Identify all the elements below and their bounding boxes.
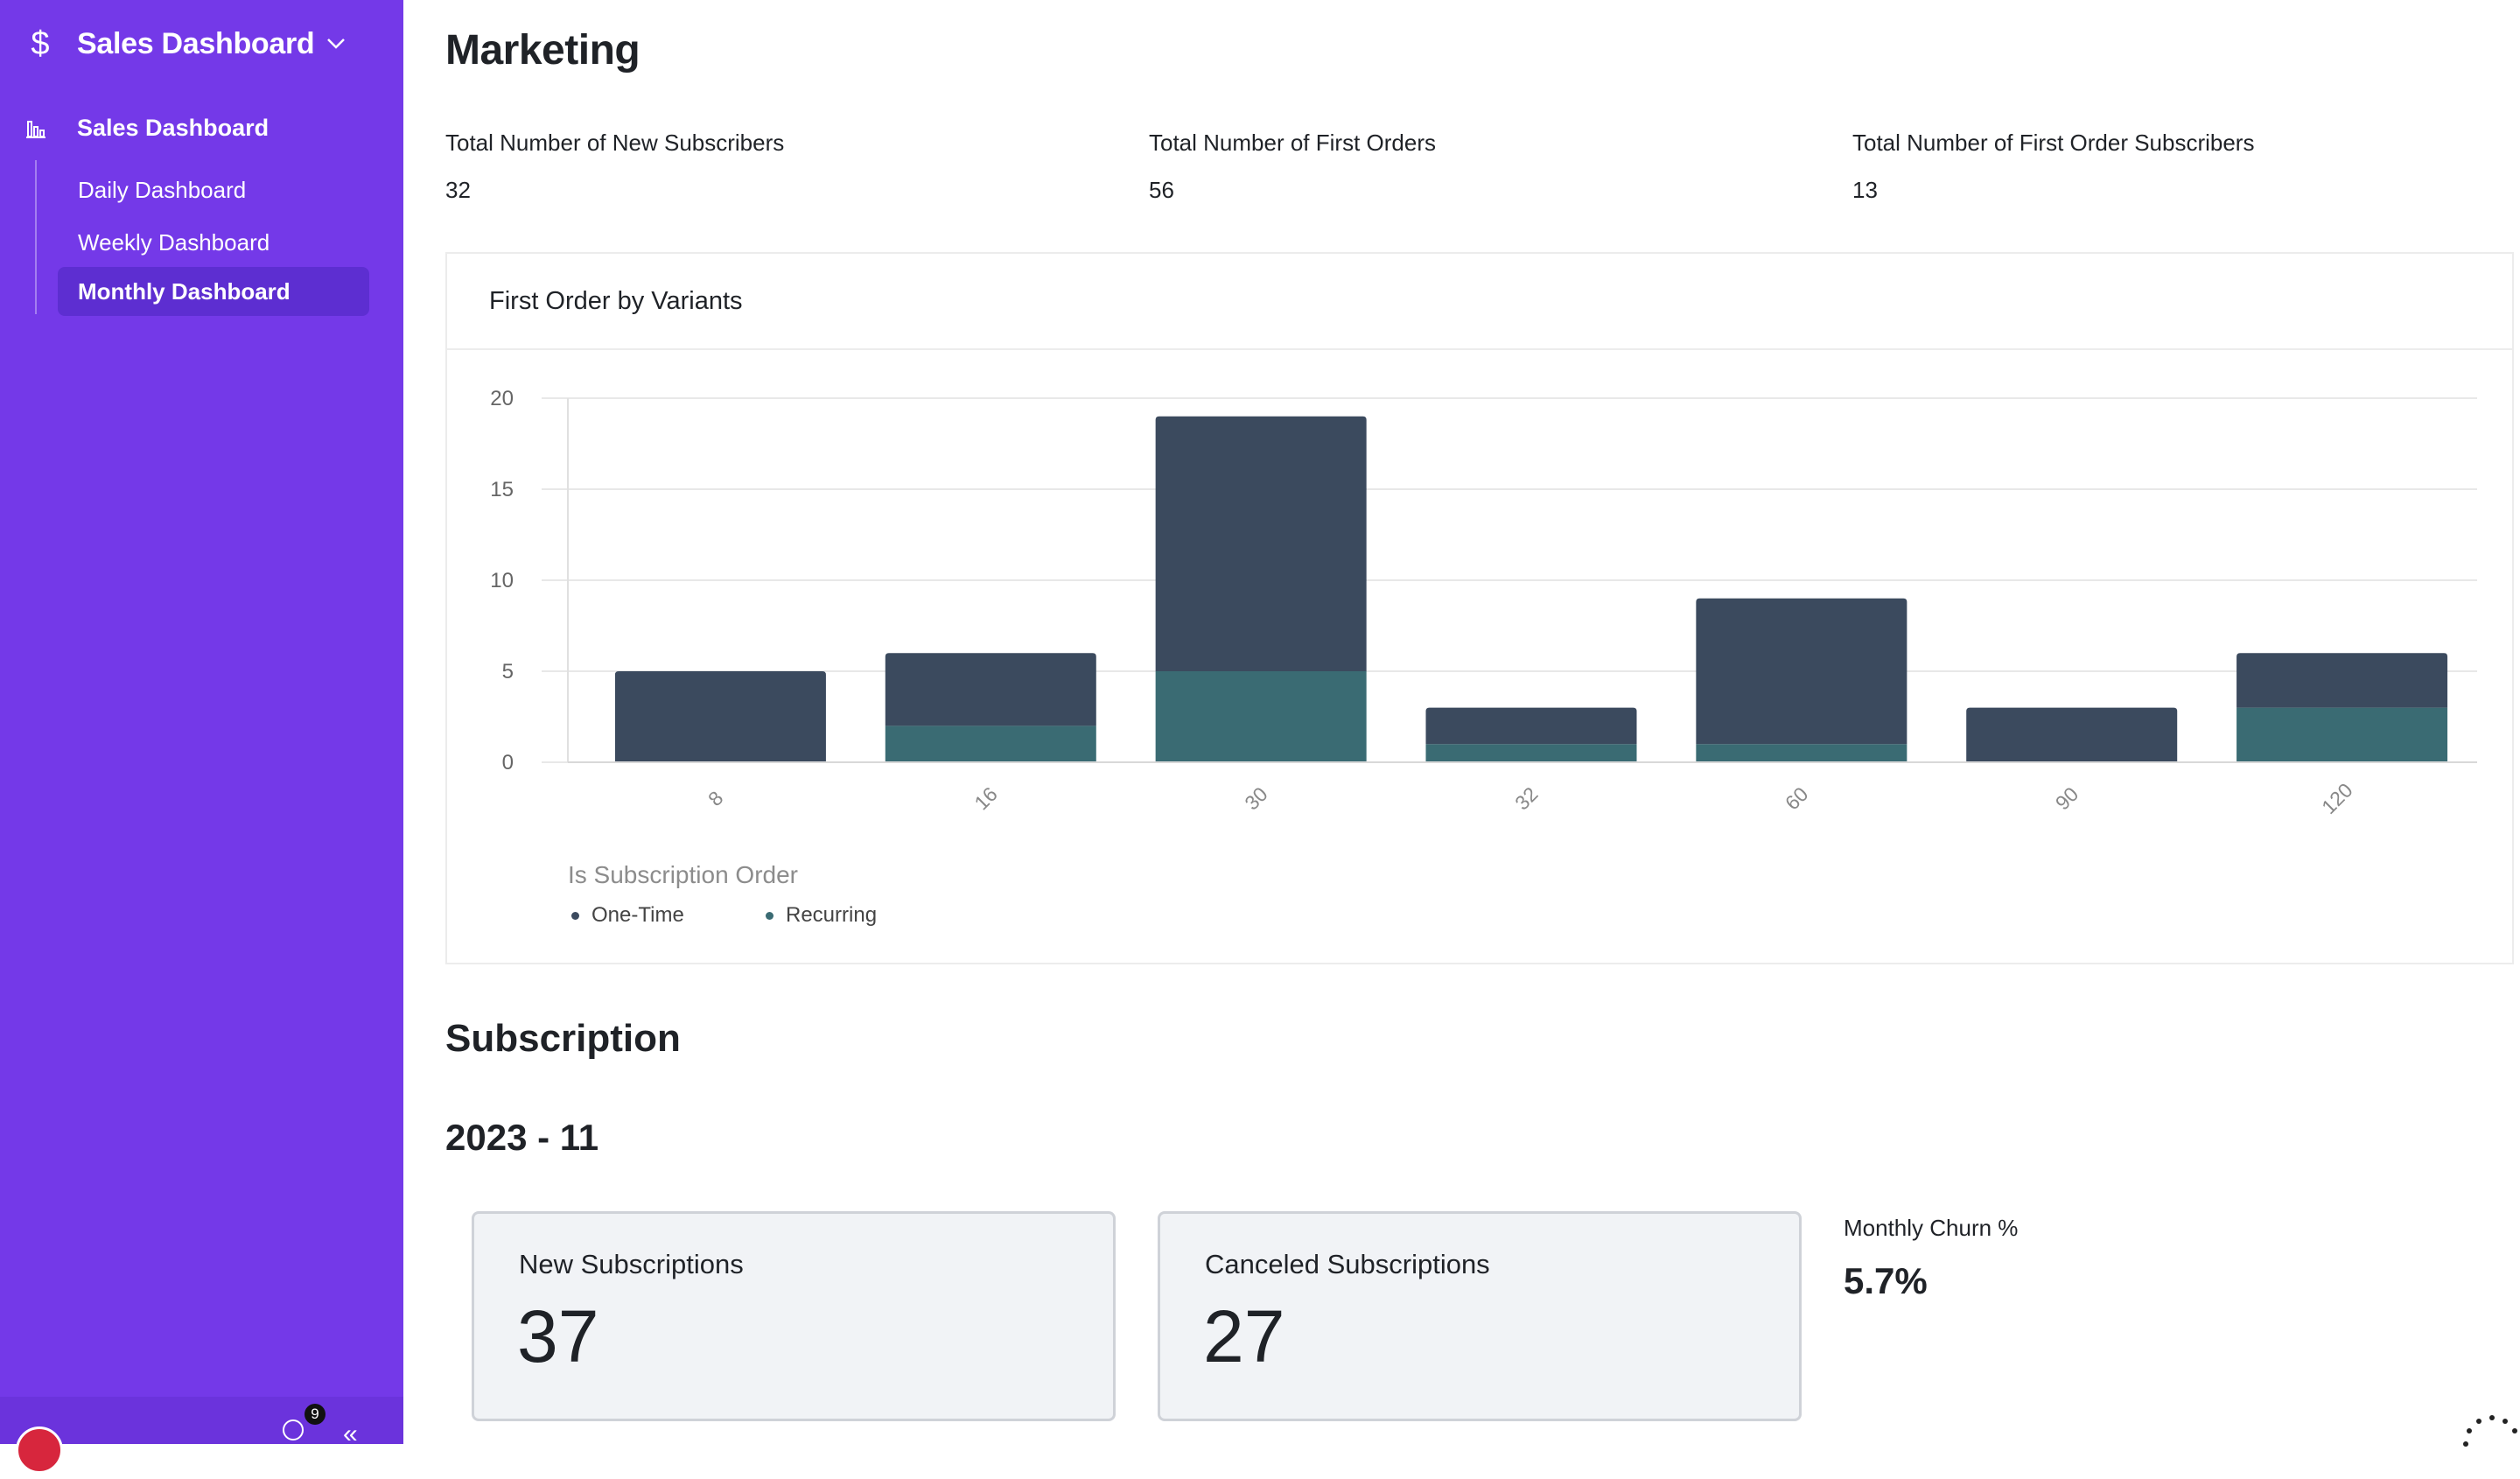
collapse-sidebar-icon[interactable]: « [343,1419,358,1448]
sidebar-item-label: Weekly Dashboard [78,228,270,256]
bar-recurring-120 [2236,707,2448,762]
legend-item-one-time[interactable]: One-Time [571,903,684,928]
kpi-first-order-subscribers-value: 13 [1852,177,1878,203]
workspace-title: Sales Dashboard [77,26,315,60]
x-tick-label: 16 [970,782,1001,814]
sidebar-item-monthly-dashboard[interactable]: Monthly Dashboard [58,267,369,316]
y-tick-label: 5 [502,660,514,683]
x-tick-label: 90 [2051,782,2082,814]
y-tick-label: 15 [490,478,514,501]
loading-spinner-icon [2463,1415,2517,1447]
monthly-churn-value: 5.7% [1844,1260,1928,1301]
bell-icon[interactable] [280,1416,306,1447]
bar-one-time-30 [1155,416,1367,671]
bar-one-time-32 [1425,707,1637,745]
bar-recurring-16 [885,725,1096,762]
first-order-bar-chart: 0 5 10 15 20 8 16 30 32 60 90 120 [490,387,2477,819]
new-subscriptions-card: New Subscriptions 37 [472,1211,1116,1421]
new-subscriptions-label: New Subscriptions [519,1249,744,1279]
notification-badge: 9 [304,1404,326,1425]
kpi-first-orders-value: 56 [1149,177,1174,203]
subnav-rail [35,160,37,314]
sidebar-item-daily-dashboard[interactable]: Daily Dashboard [58,165,369,214]
bar-recurring-60 [1696,744,1908,762]
sidebar-item-weekly-dashboard[interactable]: Weekly Dashboard [58,218,369,267]
chart-card-title: First Order by Variants [447,254,2512,350]
bar-chart-icon [24,116,47,139]
bar-recurring-30 [1155,671,1367,762]
canceled-subscriptions-value: 27 [1203,1295,1285,1377]
monthly-churn-label: Monthly Churn % [1844,1215,2019,1241]
kpi-first-orders-label: Total Number of First Orders [1149,130,1436,156]
sidebar-item-label: Daily Dashboard [78,176,247,203]
workspace-switcher[interactable]: $ Sales Dashboard [24,21,346,67]
legend-dot [571,911,579,920]
x-tick-label: 8 [704,787,727,810]
new-subscriptions-value: 37 [517,1295,599,1377]
bar-one-time-16 [885,653,1096,726]
kpi-new-subscribers-label: Total Number of New Subscribers [445,130,785,156]
bar-one-time-8 [614,671,826,762]
legend-label: Recurring [786,903,878,927]
subscription-period: 2023 - 11 [445,1117,599,1158]
sidebar-footer: 9 « [0,1397,403,1474]
x-tick-label: 120 [2317,779,2357,819]
x-tick-label: 60 [1781,782,1812,814]
y-tick-label: 20 [490,387,514,410]
y-tick-label: 0 [502,751,514,775]
main-content: Marketing Total Number of New Subscriber… [403,0,2520,1444]
kpi-new-subscribers-value: 32 [445,177,471,203]
sidebar-item-label: Monthly Dashboard [78,277,290,305]
y-tick-label: 10 [490,569,514,592]
sidebar-section-label: Sales Dashboard [77,114,270,141]
canceled-subscriptions-card: Canceled Subscriptions 27 [1158,1211,1802,1421]
bar-one-time-60 [1696,598,1908,745]
bar-one-time-90 [1966,707,2178,762]
bar-recurring-32 [1425,744,1637,762]
marketing-title: Marketing [445,27,640,74]
dollar-icon: $ [31,25,50,62]
legend-item-recurring[interactable]: Recurring [766,903,877,928]
sidebar: $ Sales Dashboard Sales Dashboard Daily … [0,0,403,1474]
legend-title: Is Subscription Order [568,861,798,888]
first-order-chart-card: First Order by Variants 0 5 10 15 20 8 16 30 32 6… [445,252,2514,964]
bar-one-time-120 [2236,653,2448,708]
avatar[interactable] [16,1426,63,1474]
legend-label: One-Time [592,903,684,927]
legend-dot [766,911,774,920]
x-tick-label: 30 [1240,782,1271,814]
canceled-subscriptions-label: Canceled Subscriptions [1205,1249,1490,1279]
x-tick-label: 32 [1510,782,1542,814]
kpi-first-order-subscribers-label: Total Number of First Order Subscribers [1852,130,2255,156]
subscription-title: Subscription [445,1017,681,1060]
sidebar-section-sales-dashboard[interactable]: Sales Dashboard [24,110,269,145]
chevron-down-icon [326,38,346,50]
